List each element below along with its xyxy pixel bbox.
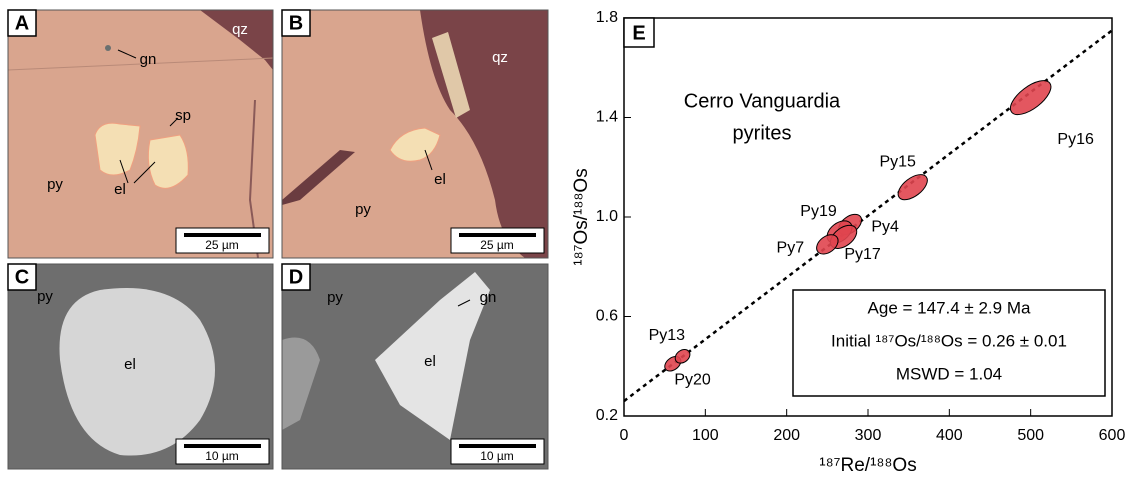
panel-label: D [289, 266, 303, 288]
x-tick-label: 400 [936, 427, 963, 444]
annotation: Cerro Vanguardia [684, 90, 841, 112]
mineral-label: qz [232, 21, 248, 38]
mineral-label: py [47, 176, 63, 193]
panel-label: C [15, 266, 29, 288]
micrograph-d [282, 264, 548, 469]
y-tick-label: 1.4 [596, 109, 618, 126]
scale-label: 25 µm [205, 238, 239, 252]
point-label: Py20 [674, 372, 711, 389]
micrograph-a [8, 10, 273, 258]
result-text: Age = 147.4 ± 2.9 Ma [868, 298, 1031, 317]
annotation: pyrites [733, 122, 792, 144]
y-tick-label: 1.8 [596, 9, 618, 26]
mineral-label: sp [175, 107, 191, 124]
panel-label: A [15, 12, 29, 34]
y-tick-label: 0.2 [596, 407, 618, 424]
micrograph-b [282, 10, 548, 258]
y-tick-label: 1.0 [596, 208, 618, 225]
result-text: MSWD = 1.04 [896, 364, 1002, 383]
point-label: Py16 [1057, 131, 1094, 148]
scale-label: 25 µm [480, 238, 514, 252]
panel-label: E [632, 22, 645, 44]
x-tick-label: 500 [1017, 427, 1044, 444]
panel-label: B [289, 12, 303, 34]
x-tick-label: 100 [692, 427, 719, 444]
result-text: Initial ¹⁸⁷Os/¹⁸⁸Os = 0.26 ± 0.01 [831, 331, 1067, 350]
point-label: Py13 [649, 327, 686, 344]
figure: Aqz gn sp el py 25 µm Bqz el py 25 µm Cpy el 10 µm Dp… [0, 0, 1132, 477]
mineral-label: el [434, 171, 446, 188]
point-label: Py7 [777, 240, 805, 257]
x-tick-label: 200 [773, 427, 800, 444]
x-axis-label: ¹⁸⁷Re/¹⁸⁸Os [819, 455, 916, 476]
mineral-label: py [327, 289, 343, 306]
mineral-label: el [114, 181, 126, 198]
data-point [1005, 74, 1057, 121]
mineral-label: el [124, 356, 136, 373]
mineral-label: gn [140, 51, 157, 68]
mineral-label: py [355, 201, 371, 218]
mineral-label: py [37, 288, 53, 305]
point-label: Py19 [800, 203, 837, 220]
point-label: Py15 [879, 153, 916, 170]
point-label: Py17 [844, 246, 881, 263]
x-tick-label: 300 [855, 427, 882, 444]
mineral-label: gn [480, 289, 497, 306]
scale-label: 10 µm [480, 449, 514, 463]
y-axis-label: ¹⁸⁷Os/¹⁸⁸Os [571, 168, 592, 265]
mineral-label: el [424, 353, 436, 370]
mineral-label: qz [492, 49, 508, 66]
scale-label: 10 µm [205, 449, 239, 463]
data-point [894, 170, 932, 205]
x-tick-label: 600 [1099, 427, 1126, 444]
x-tick-label: 0 [620, 427, 629, 444]
point-label: Py4 [871, 219, 899, 236]
y-tick-label: 0.6 [596, 308, 618, 325]
